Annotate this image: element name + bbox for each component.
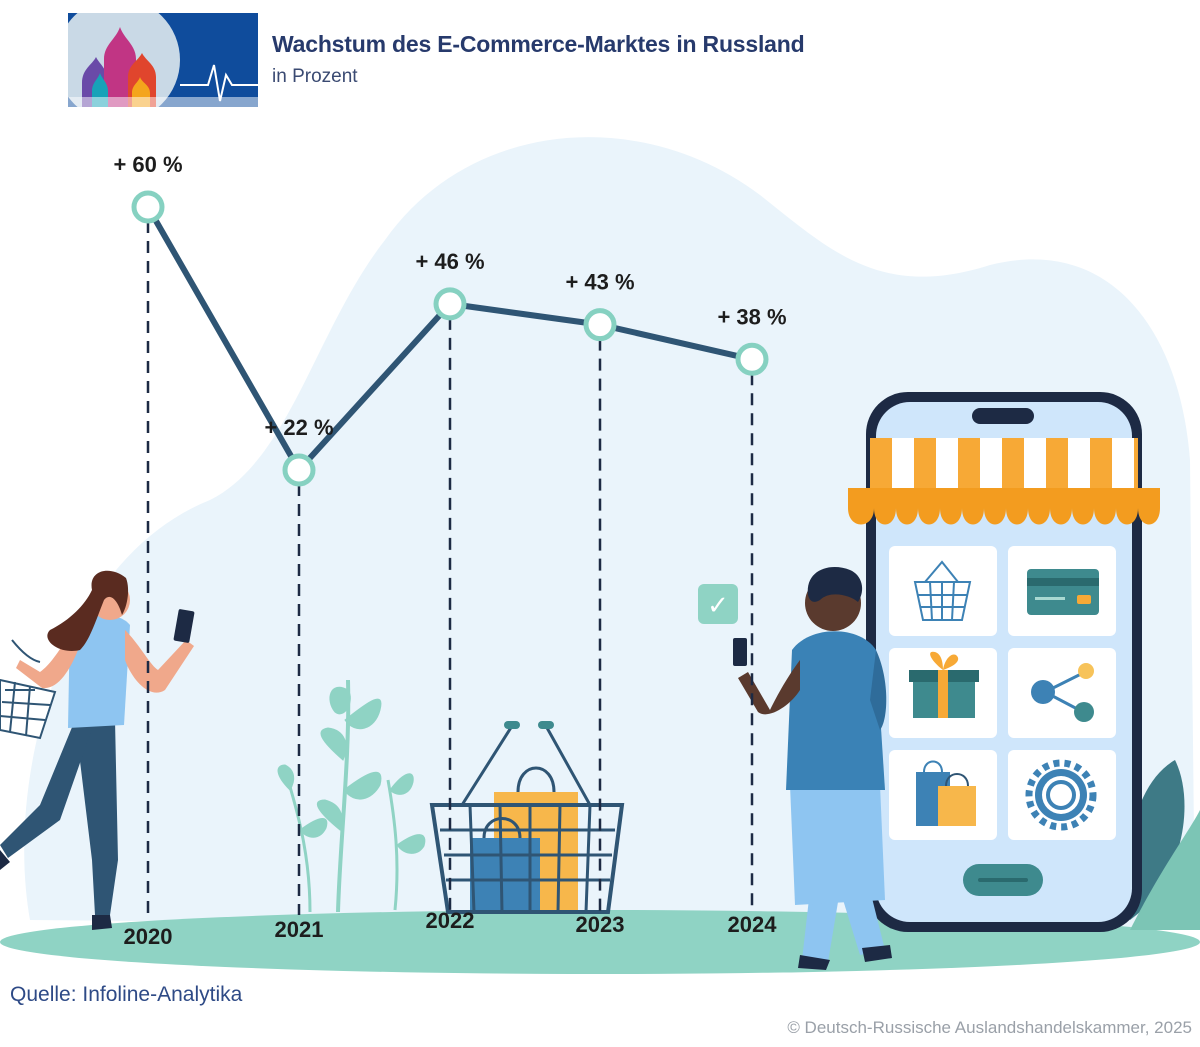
year-label-2020: 2020 xyxy=(124,924,173,949)
data-markers xyxy=(131,190,769,487)
data-point-2022 xyxy=(433,287,467,321)
value-label-2020: + 60 % xyxy=(113,152,182,177)
data-point-2024 xyxy=(735,342,769,376)
plant-illustration xyxy=(277,679,426,913)
data-point-2023 xyxy=(583,308,617,342)
year-label-2023: 2023 xyxy=(576,912,625,937)
source-note: Quelle: Infoline-Analytika xyxy=(10,983,243,1006)
year-label-2021: 2021 xyxy=(275,917,324,942)
year-label-2022: 2022 xyxy=(426,908,475,933)
year-label-2024: 2024 xyxy=(728,912,778,937)
value-labels: + 60 % + 22 % + 46 % + 43 % + 38 % xyxy=(113,152,786,440)
value-label-2024: + 38 % xyxy=(717,304,786,329)
dashed-guides xyxy=(146,221,754,918)
shopping-bags-icon xyxy=(916,760,976,826)
credit-card-icon xyxy=(1027,569,1099,615)
gift-box-icon xyxy=(909,651,979,718)
value-label-2023: + 43 % xyxy=(565,270,634,295)
value-label-2021: + 22 % xyxy=(264,415,333,440)
svg-text:✓: ✓ xyxy=(707,591,729,621)
copyright-note: © Deutsch-Russische Auslandshandelskamme… xyxy=(787,1018,1192,1037)
man-illustration xyxy=(733,567,892,970)
ahk-logo xyxy=(68,13,258,107)
value-label-2022: + 46 % xyxy=(415,249,484,274)
shopping-basket-illustration xyxy=(429,721,625,914)
data-point-2020 xyxy=(131,190,165,224)
settings-gear-icon xyxy=(1025,759,1097,831)
checkmark-badge: ✓ xyxy=(698,584,738,624)
basket-icon xyxy=(913,560,972,621)
awning xyxy=(848,438,1160,525)
phone-illustration xyxy=(848,392,1160,932)
data-point-2021 xyxy=(282,453,316,487)
chart-subtitle: in Prozent xyxy=(272,66,358,87)
chart-title: Wachstum des E-Commerce-Marktes in Russl… xyxy=(272,31,805,57)
share-icon xyxy=(1031,663,1094,722)
woman-illustration xyxy=(0,570,195,930)
year-labels: 2020 2021 2022 2023 2024 xyxy=(124,908,778,949)
